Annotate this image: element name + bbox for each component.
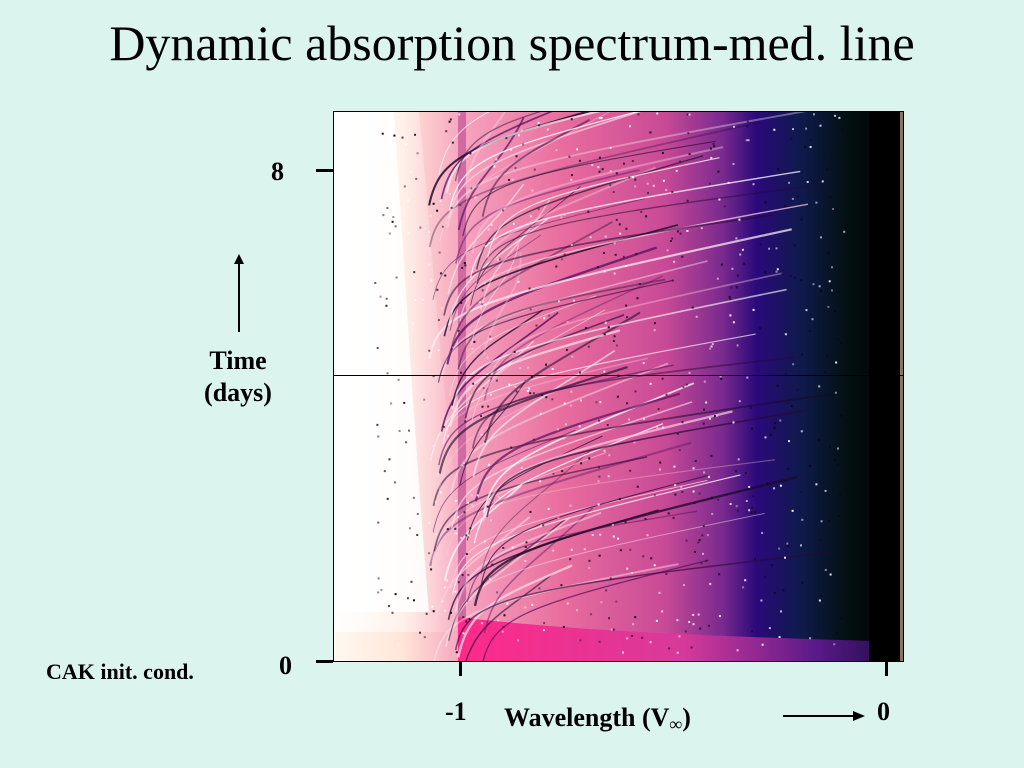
x-tick-minus1	[459, 662, 462, 676]
x-tick-label-minus1: -1	[445, 697, 467, 726]
cak-initial-condition-label: CAK init. cond.	[46, 659, 194, 684]
x-axis-label-subscript: ∞	[669, 714, 683, 734]
dynamic-spectrum-image	[334, 112, 903, 661]
y-axis-label: Time (days)	[190, 345, 286, 409]
x-axis-label-main: Wavelength (V	[504, 703, 670, 732]
arrow-right-icon	[783, 711, 865, 721]
x-axis-label: Wavelength (V∞)	[504, 703, 691, 739]
arrow-up-icon	[234, 254, 244, 332]
x-tick-0	[885, 662, 888, 676]
x-tick-label-0: 0	[877, 697, 890, 726]
x-axis-label-close: )	[682, 703, 691, 732]
y-axis-label-line1: Time	[209, 346, 267, 375]
dynamic-spectrum-plot	[333, 111, 904, 662]
y-axis-label-line2: (days)	[204, 378, 272, 407]
y-tick-label-8: 8	[271, 157, 284, 186]
slide-title: Dynamic absorption spectrum-med. line	[109, 15, 915, 71]
time-marker-line	[333, 375, 904, 376]
y-tick-label-0: 0	[279, 651, 292, 680]
y-tick-8	[316, 169, 333, 172]
y-tick-0	[316, 660, 333, 663]
